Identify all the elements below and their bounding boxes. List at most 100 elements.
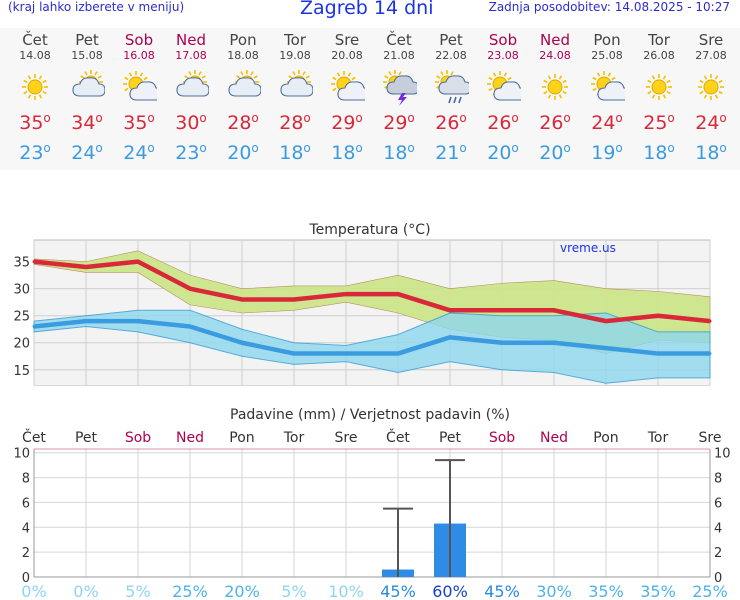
min-temperature-value: 23 [175,142,200,164]
max-temperature-value: 35 [123,112,148,134]
x-tick-label: Sre [699,430,722,446]
y-tick-label: 4 [22,521,30,536]
max-temperature-point [292,297,296,301]
min-temperature-point [188,325,192,329]
day-name: Pon [593,31,621,49]
cloud-sun-icon [69,70,106,104]
min-temperature: 24o [123,141,155,164]
min-temperature-value: 24 [71,142,96,164]
min-temperature-point [708,352,712,356]
min-temperature: 18o [331,141,363,164]
precipitation-probability: 30% [536,582,572,600]
min-temperature-point [500,341,504,345]
precipitation-chart-title: Padavine (mm) / Verjetnost padavin (%) [230,407,510,423]
y-tick-label-right: 10 [714,447,731,462]
max-temperature-point [448,308,452,312]
max-temperature-value: 28 [227,112,252,134]
precipitation-probability: 45% [484,582,520,600]
max-temperature: 35o [19,111,51,134]
day-date: 18.08 [227,49,259,62]
day-column: Pet 15.08 [61,32,113,63]
sun-icon [537,70,573,104]
max-temperature: 28o [279,111,311,134]
max-temperature-line [33,259,711,324]
min-temperature: 18o [383,141,415,164]
day-name: Čet [386,31,412,49]
max-temperature: 26o [539,111,571,134]
x-tick-label: Pon [229,430,254,446]
y-tick-label-right: 2 [714,546,722,561]
max-temperature: 34o [71,111,103,134]
day-column: Tor 19.08 [269,32,321,63]
x-tick-label: Ned [540,430,568,446]
day-column: Sob 16.08 [113,31,165,63]
y-tick-label: 25 [13,310,30,325]
last-updated: Zadnja posodobitev: 14.08.2025 - 10:27 [488,0,730,14]
day-date: 23.08 [487,49,519,62]
sun-cloud-icon [329,70,371,104]
min-temperature-point [32,325,36,329]
max-temperature: 26o [435,111,467,134]
precipitation-probability: 10% [328,582,364,600]
day-column: Ned 24.08 [529,32,581,63]
page-title: Zagreb 14 dni [300,0,434,19]
min-temperature-value: 19 [591,142,616,164]
max-temperature-point [84,265,88,269]
min-temperature-value: 20 [487,142,512,164]
max-temperature-point [604,319,608,323]
y-tick-label: 2 [22,546,30,561]
min-temperature-value: 18 [331,142,356,164]
sun-cloud-icon [121,70,163,104]
header-region-note[interactable]: (kraj lahko izberete v meniju) [8,0,185,14]
max-temperature: 35o [123,111,155,134]
y-tick-label-right: 4 [714,521,722,536]
sun-cloud-icon [589,70,631,104]
day-name: Čet [22,31,48,49]
max-temperature: 24o [591,111,623,134]
sun-icon [693,70,729,104]
min-temperature-value: 18 [695,142,720,164]
day-column: Ned 17.08 [165,32,217,63]
max-temperature-value: 26 [487,112,512,134]
day-name: Sob [488,31,518,49]
sun-icon [17,70,53,104]
max-temperature: 30o [175,111,207,134]
max-temperature-value: 24 [591,112,616,134]
min-temperature-point [552,341,556,345]
day-column: Sre 27.08 [685,32,737,63]
day-name: Sre [334,31,360,49]
precipitation-probability: 25% [692,582,728,600]
x-tick-label: Sre [335,430,358,446]
min-temperature-point [84,319,88,323]
min-temperature-point [240,341,244,345]
y-tick-label: 35 [13,256,30,271]
min-temperature-point [604,346,608,350]
day-name: Sob [124,31,154,49]
min-temperature-value: 20 [539,142,564,164]
day-column: Pon 18.08 [217,32,269,63]
min-temperature-line [33,318,710,356]
min-temperature-value: 18 [383,142,408,164]
sun-icon [641,70,677,104]
min-temperature: 23o [175,141,207,164]
max-temperature-point [344,292,348,296]
min-temperature: 20o [487,141,519,164]
max-temperature-value: 26 [435,112,460,134]
precipitation-probability: 0% [21,582,46,600]
min-temperature-value: 21 [435,142,460,164]
min-temperature-value: 18 [279,142,304,164]
precipitation-probability: 35% [588,582,624,600]
precipitation-probability: 35% [640,582,676,600]
y-tick-label: 6 [22,496,30,511]
max-temperature-value: 29 [331,112,356,134]
precipitation-probability: 20% [224,582,260,600]
x-tick-label: Čet [22,428,46,446]
day-date: 24.08 [539,49,571,62]
thunderstorm-icon [381,70,420,106]
day-date: 26.08 [643,49,675,62]
day-name: Tor [648,31,670,49]
x-tick-label: Tor [283,430,305,446]
x-tick-label: Čet [386,428,410,446]
precipitation-probability: 45% [380,582,416,600]
min-temperature: 18o [695,141,727,164]
